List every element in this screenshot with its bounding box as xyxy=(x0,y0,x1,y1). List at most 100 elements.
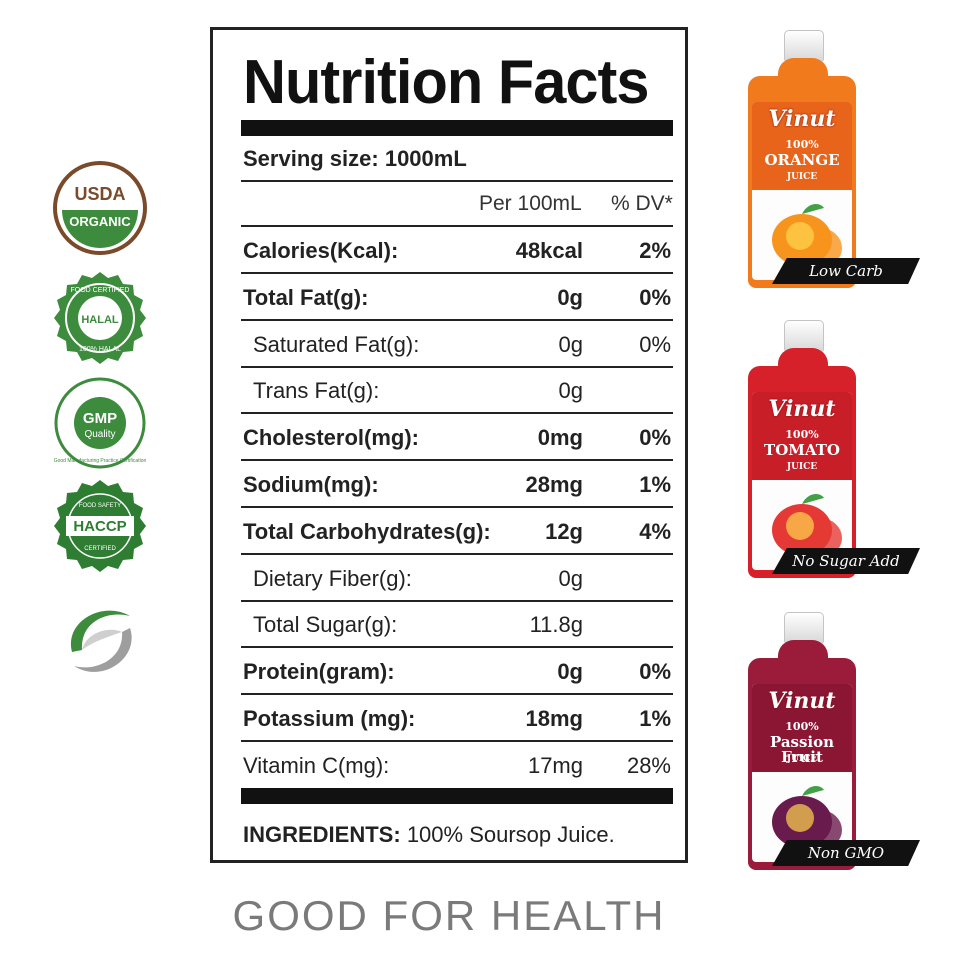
nutrient-dv: 0% xyxy=(639,284,671,310)
nutrient-label: Sodium(mg): xyxy=(243,472,379,497)
bottle-juice-word: JUICE xyxy=(786,172,818,182)
row-divider xyxy=(241,459,673,462)
bottle-body: Vinut 100% Passion Fruit JUICE xyxy=(748,658,856,870)
juice-bottle: Vinut 100% ORANGE JUICE xyxy=(748,30,860,292)
nutrient-row: Potassium (mg): 18mg 1% xyxy=(241,696,673,742)
header-divider xyxy=(241,225,673,227)
bottle-neck xyxy=(778,348,828,368)
nutrient-label: Saturated Fat(g): xyxy=(253,331,420,357)
bottle-percent: 100% xyxy=(785,428,819,441)
nutrient-label: Calories(Kcal): xyxy=(243,238,399,263)
bottle-cap xyxy=(784,612,824,644)
nutrient-amount: 0g xyxy=(558,331,583,357)
bottle-brand: Vinut xyxy=(768,688,836,714)
bottle-claim-banner: No Sugar Add xyxy=(772,548,920,574)
swirl-logo xyxy=(52,592,148,688)
halal-text: HALAL xyxy=(81,314,119,326)
bottle-juice-word: JUICE xyxy=(786,754,818,764)
nutrient-amount: 48kcal xyxy=(515,238,583,263)
row-divider xyxy=(241,365,673,368)
nutrient-label: Total Carbohydrates(g): xyxy=(243,518,491,544)
bottle-label: Vinut 100% Passion Fruit JUICE xyxy=(752,684,852,862)
row-divider xyxy=(241,412,673,415)
nutrient-row: Vitamin C(mg): 17mg 28% xyxy=(241,743,673,789)
nutrient-row: Sodium(mg): 28mg 1% xyxy=(241,462,673,508)
row-divider xyxy=(241,318,673,321)
gmp-ring-text: Good Manufacturing Practice Certificatio… xyxy=(54,458,147,464)
row-divider xyxy=(241,552,673,555)
bottle-claim-banner: Non GMO xyxy=(772,840,920,866)
bottle-claim-banner: Low Carb xyxy=(772,258,920,284)
row-divider xyxy=(241,740,673,742)
halal-badge: HALAL FOOD CERTIFIED 100% HALAL xyxy=(52,270,148,366)
ingredients-value: 100% Soursop Juice. xyxy=(406,822,615,847)
haccp-ring-bottom: CERTIFIED xyxy=(84,546,116,552)
nutrient-amount: 28mg xyxy=(525,472,583,497)
nutrient-row: Total Fat(g): 0g 0% xyxy=(241,275,673,321)
nutrient-row: Cholesterol(mg): 0mg 0% xyxy=(241,415,673,462)
bottle-flavor: ORANGE xyxy=(764,151,840,169)
bottle-body: Vinut 100% TOMATO JUICE xyxy=(748,366,856,578)
gmp-quality-text: Quality xyxy=(84,429,115,440)
haccp-ring-top: FOOD SAFETY xyxy=(79,503,121,509)
nutrient-label: Total Fat(g): xyxy=(243,284,369,310)
bottle-label: Vinut 100% TOMATO JUICE xyxy=(752,392,852,570)
nutrient-row: Total Sugar(g): 11.8g xyxy=(241,602,673,649)
tagline: GOOD FOR HEALTH xyxy=(232,892,666,939)
column-header-amount: Per 100mL xyxy=(479,192,582,215)
row-divider xyxy=(241,272,673,274)
gmp-badge: GMP Quality Good Manufacturing Practice … xyxy=(52,375,148,471)
usda-text: USDA xyxy=(74,184,125,204)
nutrient-dv: 0% xyxy=(639,425,671,451)
serving-divider xyxy=(241,180,673,182)
bottle-label: Vinut 100% ORANGE JUICE xyxy=(752,102,852,280)
nutrient-amount: 17mg xyxy=(527,752,583,778)
gmp-text: GMP xyxy=(83,410,117,427)
juice-bottle: Vinut 100% Passion Fruit JUICE xyxy=(748,612,860,874)
halal-ring-bottom: 100% HALAL xyxy=(79,346,121,353)
serving-size: Serving size: 1000mL xyxy=(243,146,467,171)
bottle-brand: Vinut xyxy=(768,396,836,422)
haccp-text: HACCP xyxy=(73,518,126,535)
column-header-dv: % DV* xyxy=(611,192,673,215)
nutrient-amount: 11.8g xyxy=(529,612,583,638)
nutrient-dv: 1% xyxy=(639,472,671,497)
nutrient-label: Cholesterol(mg): xyxy=(243,425,419,451)
nutrient-label: Protein(gram): xyxy=(243,659,395,685)
haccp-badge: HACCP FOOD SAFETY CERTIFIED xyxy=(52,478,148,574)
bottle-cap xyxy=(784,30,824,62)
bottle-body: Vinut 100% ORANGE JUICE xyxy=(748,76,856,288)
bottle-neck xyxy=(778,640,828,660)
row-divider xyxy=(241,646,673,649)
ingredients-label: INGREDIENTS: xyxy=(243,822,401,847)
bottle-neck xyxy=(778,58,828,78)
nutrient-amount: 0g xyxy=(558,565,583,591)
usda-organic-badge: USDA ORGANIC xyxy=(52,160,148,256)
juice-bottle: Vinut 100% TOMATO JUICE xyxy=(748,320,860,582)
bottle-percent: 100% xyxy=(785,720,819,733)
nutrient-dv: 1% xyxy=(639,706,671,731)
bottle-percent: 100% xyxy=(785,138,819,151)
nutrient-dv: 28% xyxy=(626,752,671,778)
bottle-flavor: Passion Fruit xyxy=(769,733,835,766)
nutrient-amount: 12g xyxy=(545,518,583,544)
nutrient-amount: 0mg xyxy=(537,425,583,451)
nutrient-amount: 0g xyxy=(557,284,583,310)
nutrient-dv: 0% xyxy=(639,331,671,357)
bottle-juice-word: JUICE xyxy=(786,462,818,472)
nutrient-dv: 0% xyxy=(639,659,671,685)
nutrient-label: Trans Fat(g): xyxy=(253,378,380,404)
bottle-flavor: TOMATO xyxy=(764,441,840,459)
bottle-brand: Vinut xyxy=(768,106,836,132)
row-divider xyxy=(241,506,673,508)
nutrient-label: Potassium (mg): xyxy=(243,706,416,731)
nutrient-row: Saturated Fat(g): 0g 0% xyxy=(241,322,673,368)
title-divider-bar xyxy=(241,120,673,136)
footer-divider-bar xyxy=(241,788,673,804)
nutrient-label: Dietary Fiber(g): xyxy=(253,565,412,591)
nutrition-facts-panel: Nutrition Facts Serving size: 1000mL Per… xyxy=(210,27,688,863)
nutrient-dv: 4% xyxy=(639,518,671,544)
organic-text: ORGANIC xyxy=(69,214,131,229)
row-divider xyxy=(241,693,673,696)
nutrient-amount: 0g xyxy=(558,378,583,404)
